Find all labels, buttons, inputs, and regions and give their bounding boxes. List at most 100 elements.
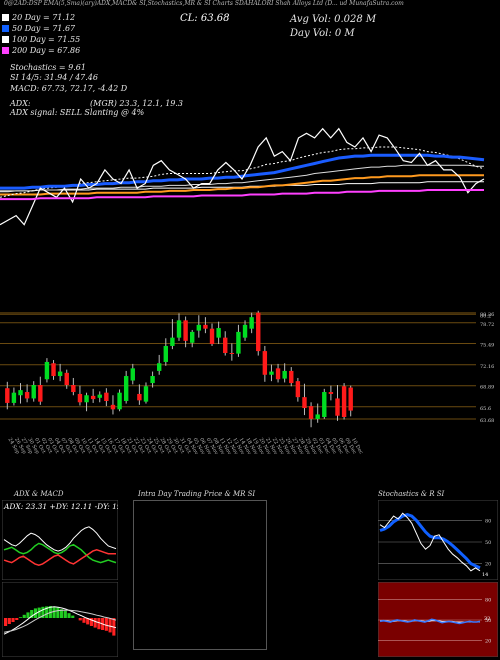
candle-body	[269, 371, 274, 375]
macd-histogram-bar	[41, 606, 45, 618]
macd-histogram-bar	[97, 618, 101, 630]
candle-body	[5, 388, 10, 403]
stochastics-stat: Stochastics = 9.61	[10, 63, 86, 72]
macd-signal-line	[3, 609, 117, 633]
macd-histogram-bar	[63, 610, 67, 618]
close-price-label: CL: 63.68	[180, 13, 230, 24]
sma-orange-line	[0, 174, 484, 196]
candle-body	[150, 376, 155, 384]
stochastics-title: Stochastics & R SI	[378, 490, 445, 498]
candle-body	[275, 368, 281, 380]
moving-average-legend: 20 Day = 71.12 50 Day = 71.67 100 Day = …	[2, 13, 80, 55]
y-tick-label: 68.89	[480, 385, 494, 391]
legend-item-20-day: 20 Day = 71.12	[2, 13, 80, 22]
candle-body	[335, 398, 340, 416]
macd-line	[3, 606, 117, 635]
candle-body	[51, 363, 56, 377]
ema-20-line	[0, 146, 485, 198]
candle-body	[176, 320, 182, 338]
mrsi-last-label: 32	[484, 616, 490, 622]
y-tick-label: 63.68	[480, 418, 494, 424]
sma-200-magenta-line	[0, 189, 484, 201]
adx-frame	[2, 500, 118, 580]
adx-signal: ADX signal: SELL Slanting @ 4%	[10, 108, 145, 117]
macd-frame	[2, 582, 118, 657]
adx-label: ADX:	[10, 99, 31, 108]
mrsi-level-label: 20	[485, 638, 491, 644]
macd-histogram-bar	[60, 609, 64, 618]
candle-body	[315, 414, 320, 419]
candle-body	[31, 385, 36, 399]
macd-histogram-bar	[11, 618, 15, 622]
macd-histogram-bar	[56, 607, 60, 618]
candle-body	[104, 392, 109, 401]
candle-body	[77, 393, 83, 403]
ema-50-line	[0, 153, 485, 190]
candle-body	[130, 368, 135, 381]
candle-body	[223, 337, 228, 353]
candle-body	[163, 345, 168, 362]
legend-item-200-day: 200 Day = 67.86	[2, 46, 80, 55]
candle-body	[262, 351, 268, 375]
candle-body	[11, 392, 17, 403]
candle-body	[295, 381, 301, 398]
legend-swatch-100	[2, 36, 9, 43]
avg-volume-label: Avg Vol: 0.028 M	[290, 14, 377, 25]
day-volume-label: Day Vol: 0 M	[290, 28, 355, 39]
stochastics-frame	[378, 500, 498, 580]
candle-body	[242, 324, 248, 338]
candle-body	[170, 337, 175, 346]
candle-body	[308, 406, 314, 419]
macd-histogram-bar	[67, 613, 71, 618]
macd-histogram-bar	[7, 618, 11, 624]
intraday-panel	[133, 500, 267, 650]
macd-histogram-bar	[93, 618, 97, 628]
y-tick-label: 65.6	[480, 406, 491, 412]
mrsi-level-label: 50	[485, 618, 491, 624]
candle-body	[289, 370, 294, 384]
stoch-level-label: 20	[485, 562, 491, 568]
macd-panel	[2, 582, 118, 657]
legend-swatch-200	[2, 47, 9, 54]
macd-histogram-bar	[22, 614, 26, 618]
macd-histogram-bar	[45, 606, 49, 618]
intraday-title: Intra Day Trading Price & MR SI	[138, 490, 256, 498]
legend-swatch-20	[2, 14, 9, 21]
adx-header-text: ADX: 23.31 +DY: 12.11 -DY: 19.48	[3, 502, 118, 511]
candle-body	[18, 390, 23, 396]
candle-body	[229, 353, 235, 354]
candle-body	[249, 317, 254, 329]
candle-body	[24, 392, 30, 399]
adx-series-plusdy	[3, 542, 117, 564]
stoch-level-label: 50	[485, 540, 491, 546]
stoch-line	[379, 512, 481, 572]
legend-item-50-day: 50 Day = 71.67	[2, 24, 80, 33]
candle-body	[64, 372, 69, 385]
legend-label-20-day: 20 Day = 71.12	[12, 13, 76, 22]
candle-body	[123, 376, 129, 401]
y-tick-label: 80.26	[480, 312, 494, 318]
mrsi-level-label: 80	[485, 598, 491, 604]
si-stat: SI 14/5: 31.94 / 47.46	[10, 73, 98, 82]
candle-body	[302, 397, 307, 409]
candle-body	[71, 385, 76, 393]
candle-body	[216, 328, 221, 338]
macd-histogram-bar	[15, 618, 19, 620]
candle-body	[38, 385, 43, 402]
candle-body	[57, 371, 63, 377]
candle-body	[97, 394, 102, 398]
stoch-last-label: 14	[482, 572, 488, 578]
macd-histogram-bar	[89, 618, 93, 626]
adx-series-minusdy	[3, 549, 116, 566]
adx-values: (MGR) 23.3, 12.1, 19.3	[90, 99, 183, 108]
candle-body	[236, 331, 241, 354]
macd-histogram-bar	[33, 608, 37, 618]
candle-body	[90, 395, 96, 400]
adx-series-adx	[3, 526, 117, 552]
candle-body	[183, 320, 188, 341]
legend-label-50-day: 50 Day = 71.67	[12, 24, 76, 33]
candle-body	[322, 392, 327, 417]
stoch-si-line	[379, 513, 481, 570]
candle-body	[156, 363, 162, 371]
macd-histogram-bar	[78, 618, 82, 621]
